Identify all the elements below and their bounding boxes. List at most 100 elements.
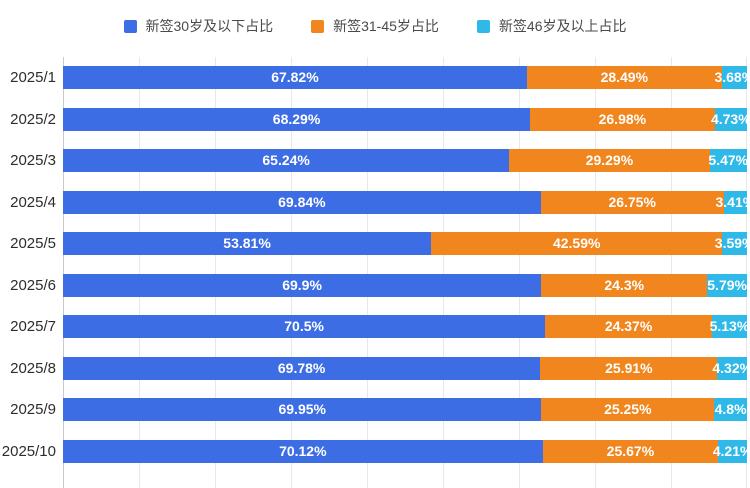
category-label: 2025/10 <box>1 442 56 460</box>
bar-value-label: 3.68% <box>714 69 750 86</box>
bar-value-label: 69.78% <box>277 359 326 376</box>
legend-label: 新签31-45岁占比 <box>333 18 439 34</box>
chart-row: 2025/7 70.5% 24.37% 5.13% <box>0 306 750 348</box>
bar-segment-under30: 65.24% <box>63 149 510 173</box>
bar-value-label: 25.67% <box>606 442 655 459</box>
bar-value-label: 3.41% <box>715 193 750 210</box>
chart-rows: 2025/1 67.82% 28.49% 3.68% 2025/2 68.29% 26.98… <box>0 57 750 472</box>
legend-item-over46[interactable]: 新签46岁及以上占比 <box>476 18 627 34</box>
grid-line <box>290 57 292 488</box>
legend-label: 新签46岁及以上占比 <box>498 18 627 34</box>
category-label: 2025/4 <box>10 193 56 211</box>
category-label: 2025/8 <box>10 359 56 377</box>
category-label: 2025/1 <box>10 69 56 87</box>
bar-segment-over46: 5.79% <box>707 273 747 297</box>
bar-value-label: 25.91% <box>605 359 653 376</box>
bar-value-label: 3.59% <box>714 235 750 252</box>
bar-value-label: 67.82% <box>271 69 319 86</box>
legend-square-icon <box>311 19 325 33</box>
bar-value-label: 68.29% <box>272 110 321 127</box>
grid-line <box>443 57 444 488</box>
bar-segment-31-45: 29.29% <box>509 149 710 173</box>
legend-label: 新签30岁及以下占比 <box>145 18 274 34</box>
bar-segment-under30: 70.12% <box>63 439 543 463</box>
stacked-bar-chart: 2025/1 67.82% 28.49% 3.68% 2025/2 68.29% 26.98… <box>0 57 750 488</box>
chart-row: 2025/1 67.82% 28.49% 3.68% <box>0 57 750 99</box>
legend-item-31-45[interactable]: 新签31-45岁占比 <box>311 18 439 34</box>
bar-value-label: 25.25% <box>604 401 652 418</box>
grid-line <box>746 57 747 488</box>
category-label: 2025/6 <box>10 276 56 294</box>
bar-track: 68.29% 26.98% 4.73% <box>63 107 750 131</box>
bar-segment-31-45: 24.37% <box>545 315 712 339</box>
bar-track: 67.82% 28.49% 3.68% <box>63 66 750 90</box>
bar-track: 69.95% 25.25% 4.8% <box>63 398 747 422</box>
bar-value-label: 5.79% <box>707 276 747 293</box>
bar-value-label: 69.95% <box>278 401 326 418</box>
grid-line <box>214 57 216 488</box>
bar-track: 69.78% 25.91% 4.32% <box>63 356 750 380</box>
chart-row: 2025/2 68.29% 26.98% 4.73% <box>0 99 750 141</box>
bar-value-label: 70.12% <box>279 442 327 459</box>
bar-segment-under30: 68.29% <box>63 107 531 131</box>
y-axis-line <box>63 57 64 488</box>
chart-row: 2025/6 69.9% 24.3% 5.79% <box>0 265 750 307</box>
bar-value-label: 24.37% <box>604 318 653 335</box>
chart-page: 新签30岁及以下占比 新签31-45岁占比 新签46岁及以上占比 2025/1 67.… <box>0 18 750 488</box>
bar-value-label: 70.5% <box>284 318 324 335</box>
chart-row: 2025/3 65.24% 29.29% 5.47% <box>0 140 750 182</box>
bar-segment-over46: 4.8% <box>714 398 747 422</box>
bar-segment-31-45: 24.3% <box>541 273 708 297</box>
bar-segment-over46: 5.47% <box>708 149 748 173</box>
grid-line <box>670 57 672 488</box>
category-label: 2025/9 <box>10 401 56 419</box>
bar-value-label: 29.29% <box>585 152 634 169</box>
bar-value-label: 26.98% <box>598 110 647 127</box>
bar-track: 70.5% 24.37% 5.13% <box>63 315 750 339</box>
bar-segment-under30: 69.9% <box>63 273 542 297</box>
bar-segment-over46: 4.21% <box>713 439 750 463</box>
category-label: 2025/3 <box>10 152 56 170</box>
bar-value-label: 69.84% <box>278 193 326 210</box>
category-label: 2025/5 <box>10 235 56 253</box>
bar-value-label: 5.13% <box>709 318 750 335</box>
bar-segment-31-45: 25.25% <box>541 398 715 422</box>
bar-value-label: 4.21% <box>712 442 750 459</box>
grid-line <box>366 57 368 488</box>
bar-segment-under30: 69.95% <box>63 398 542 422</box>
bar-value-label: 65.24% <box>262 152 310 169</box>
bar-track: 65.24% 29.29% 5.47% <box>63 149 748 173</box>
bar-track: 53.81% 42.59% 3.59% <box>63 232 750 256</box>
legend-square-icon <box>476 19 490 33</box>
bar-track: 70.12% 25.67% 4.21% <box>63 439 750 463</box>
bar-value-label: 42.59% <box>552 235 601 252</box>
bar-value-label: 53.81% <box>223 235 271 252</box>
chart-row: 2025/8 69.78% 25.91% 4.32% <box>0 348 750 390</box>
bar-segment-over46: 4.73% <box>711 107 750 131</box>
bar-value-label: 4.32% <box>712 359 750 376</box>
bar-value-label: 4.73% <box>710 110 750 127</box>
bar-track: 69.84% 26.75% 3.41% <box>63 190 750 214</box>
bar-value-label: 69.9% <box>282 276 322 293</box>
bar-segment-under30: 69.78% <box>63 356 541 380</box>
bar-segment-under30: 53.81% <box>63 232 432 256</box>
bar-value-label: 28.49% <box>600 69 649 86</box>
bar-segment-over46: 4.32% <box>712 356 750 380</box>
legend-item-under30[interactable]: 新签30岁及以下占比 <box>123 18 274 34</box>
bar-segment-under30: 69.84% <box>63 190 541 214</box>
chart-row: 2025/9 69.95% 25.25% 4.8% <box>0 389 750 431</box>
bar-value-label: 4.8% <box>714 401 747 418</box>
bar-value-label: 26.75% <box>608 193 656 210</box>
chart-row: 2025/10 70.12% 25.67% 4.21% <box>0 431 750 473</box>
bar-segment-over46: 3.68% <box>714 66 750 90</box>
bar-segment-31-45: 25.91% <box>540 356 718 380</box>
chart-row: 2025/4 69.84% 26.75% 3.41% <box>0 182 750 224</box>
category-label: 2025/7 <box>10 318 56 336</box>
grid-line <box>518 57 520 488</box>
bar-segment-over46: 3.41% <box>715 190 750 214</box>
bar-value-label: 24.3% <box>604 276 645 293</box>
category-label: 2025/2 <box>10 110 56 128</box>
bar-segment-over46: 3.59% <box>715 232 750 256</box>
bar-track: 69.9% 24.3% 5.79% <box>63 273 747 297</box>
legend-square-icon <box>123 19 137 33</box>
